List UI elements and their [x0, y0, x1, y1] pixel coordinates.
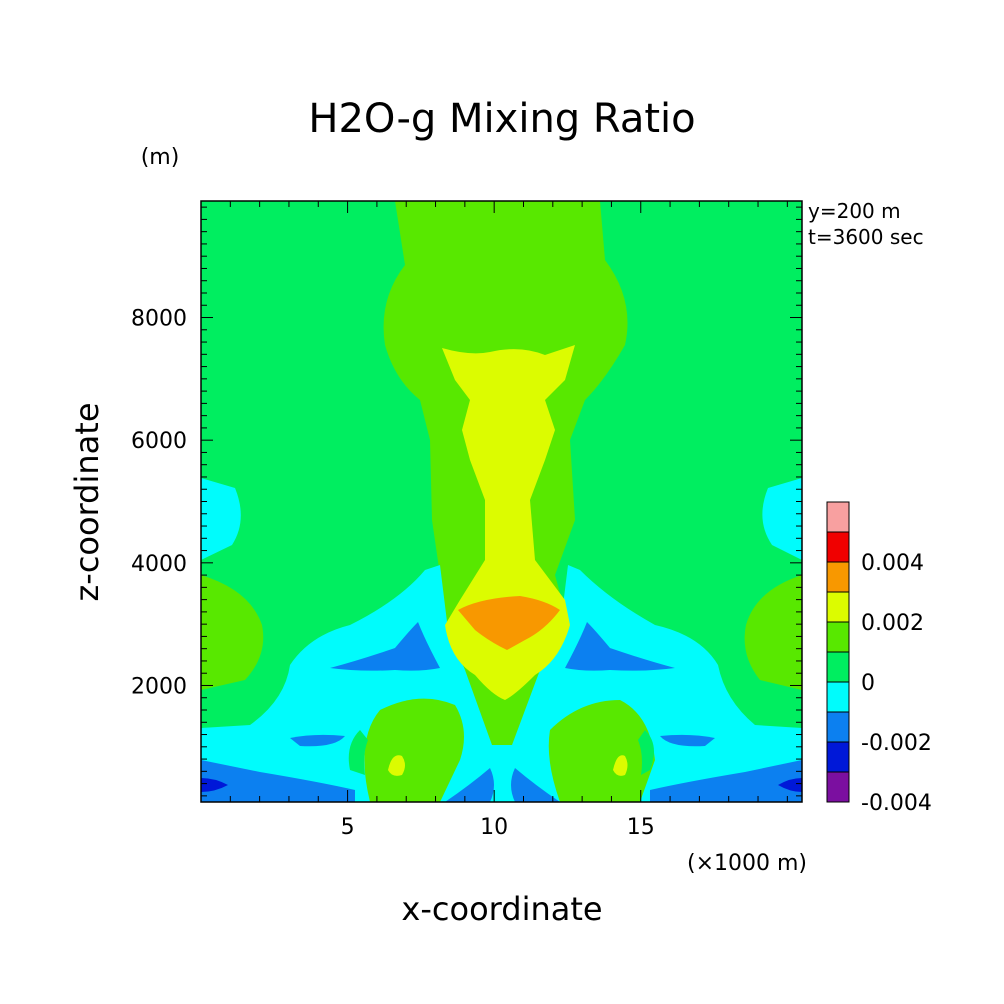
colorbar-swatch [826, 711, 850, 743]
contour-fill-left-mound [364, 698, 464, 802]
colorbar-tick-label: -0.004 [861, 791, 932, 816]
chart-title: H2O-g Mixing Ratio [308, 96, 695, 142]
contour-fill-left-surface-band [201, 760, 355, 802]
colorbar-swatch [826, 741, 850, 773]
y-axis: 2000 4000 6000 8000 [131, 206, 802, 797]
contour-fill-left-edge-patch [201, 478, 241, 560]
contour-fill-right-edge-patch [762, 478, 802, 560]
contour-fill-left-low-band [290, 734, 345, 747]
y-tick-label: 4000 [131, 552, 187, 577]
contour-fill-left-lobe [201, 575, 264, 690]
annotation-t: t=3600 sec [808, 225, 924, 249]
colorbar-swatch [826, 651, 850, 683]
colorbar-swatch [826, 561, 850, 593]
y-tick-label: 6000 [131, 429, 187, 454]
contour-field [201, 201, 802, 802]
y-tick-label: 8000 [131, 307, 187, 332]
colorbar-tick-label: 0 [861, 671, 875, 696]
annotation-y: y=200 m [808, 199, 901, 223]
contour-fill-right-mound-halo [638, 730, 654, 775]
colorbar: 0.004 0.002 0 -0.002 -0.004 [826, 501, 932, 816]
contour-fill-right-surface-pocket [778, 778, 802, 792]
colorbar-swatch [826, 531, 850, 563]
contour-fill-plume-head [458, 596, 560, 650]
colorbar-tick-label: -0.002 [861, 731, 932, 756]
colorbar-swatch [826, 621, 850, 653]
y-tick-label: 2000 [131, 674, 187, 699]
x-axis-title: x-coordinate [401, 890, 602, 928]
colorbar-tick-label: 0.004 [861, 551, 924, 576]
x-tick-label: 15 [627, 815, 655, 840]
contour-fill-left-spot [388, 755, 405, 776]
contour-fill-right-mound [548, 700, 655, 802]
colorbar-swatch [826, 591, 850, 623]
x-tick-label: 10 [480, 815, 508, 840]
contour-fill-left-mound-halo [348, 730, 368, 775]
x-tick-label: 5 [341, 815, 355, 840]
x-unit-label: (×1000 m) [687, 851, 807, 876]
colorbar-swatch [826, 771, 850, 803]
contour-fill-right-low-band [660, 734, 715, 747]
contour-fill-center-right-streak [511, 768, 560, 802]
y-unit-label: (m) [141, 145, 180, 170]
contour-fill-right-lobe [744, 575, 802, 690]
contour-fill-right-spot [613, 755, 628, 776]
contour-fill-center-left-streak [445, 768, 494, 802]
colorbar-tick-label: 0.002 [861, 611, 924, 636]
colorbar-swatch [826, 681, 850, 713]
y-axis-title: z-coordinate [68, 402, 106, 601]
contour-fill-right-band [565, 622, 675, 671]
colorbar-swatch [826, 501, 850, 533]
contour-fill-left-surface-pocket [201, 778, 228, 792]
contour-fill-right-surface-band [650, 760, 802, 802]
x-axis: 5 10 15 [229, 201, 788, 840]
contour-fill-left-band [330, 622, 440, 671]
